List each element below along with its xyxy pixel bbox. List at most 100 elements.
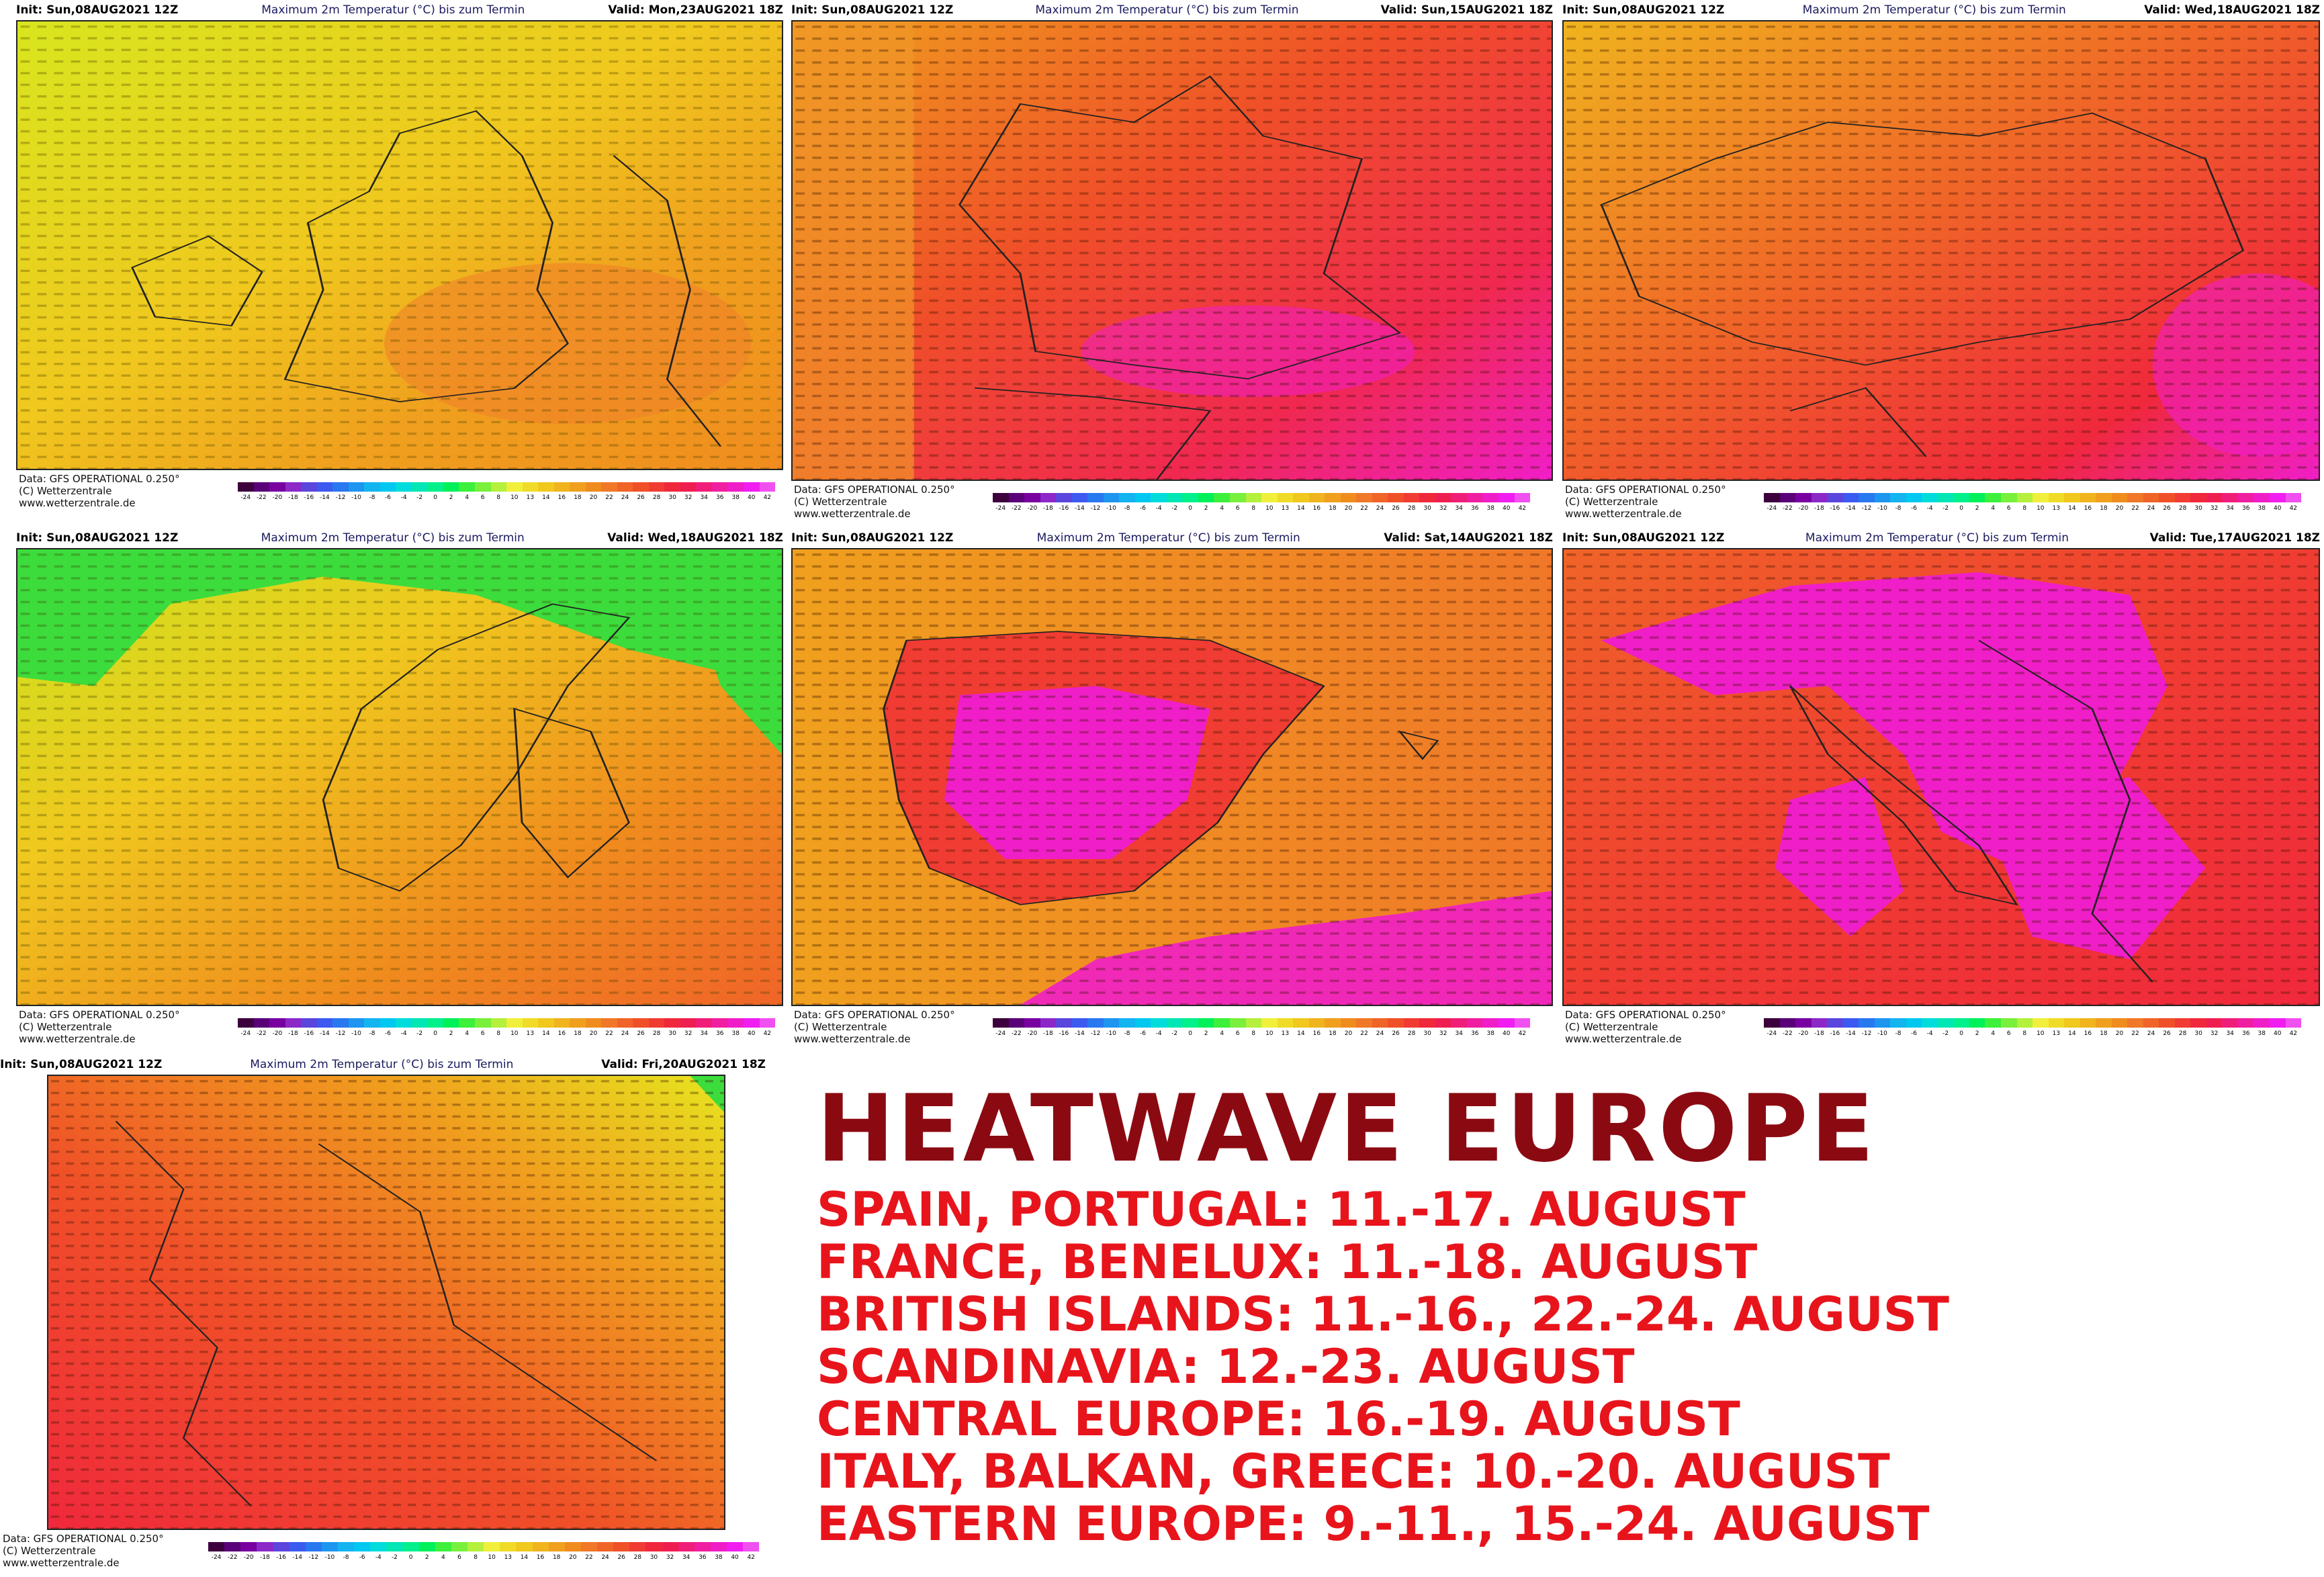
copyright: (C) Wetterzentrale bbox=[794, 1021, 887, 1033]
colorbar-tick-label: 32 bbox=[666, 1554, 674, 1561]
colorbar-tick-label: 36 bbox=[715, 494, 724, 501]
colorbar-tick-label: 14 bbox=[542, 494, 550, 501]
colorbar-tick-label: 4 bbox=[441, 1554, 445, 1561]
colorbar-swatch bbox=[1103, 1018, 1120, 1028]
colorbar-tick-label: -16 bbox=[304, 494, 314, 501]
data-source: Data: GFS OPERATIONAL 0.250° bbox=[794, 484, 955, 496]
colorbar-swatch bbox=[597, 1542, 614, 1551]
colorbar-swatch bbox=[2237, 493, 2254, 502]
colorbar-swatch bbox=[1937, 493, 1954, 502]
colorbar-tick-label: -16 bbox=[1830, 1030, 1840, 1037]
colorbar-swatch bbox=[538, 1018, 554, 1028]
colorbar-swatch bbox=[1922, 1018, 1938, 1028]
colorbar-swatch bbox=[2032, 1018, 2049, 1028]
colorbar-tick-label: 32 bbox=[2210, 1030, 2219, 1037]
colorbar-swatch bbox=[1466, 493, 1483, 502]
colorbar-tick-label: 16 bbox=[2084, 505, 2092, 512]
colorbar-swatch bbox=[1764, 1018, 1780, 1028]
colorbar-tick-label: 38 bbox=[1486, 505, 1494, 512]
colorbar-tick-label: 40 bbox=[2274, 505, 2282, 512]
colorbar-tick-label: 22 bbox=[2131, 505, 2139, 512]
colorbar-tick-label: 34 bbox=[700, 1030, 708, 1037]
colorbar-tick-label: 6 bbox=[2006, 505, 2011, 512]
colorbar-tick-label: -14 bbox=[320, 494, 330, 501]
colorbar bbox=[1764, 1018, 2302, 1028]
colorbar-tick-label: -4 bbox=[1155, 505, 1162, 512]
map-title: Maximum 2m Temperatur (°C) bis zum Termi… bbox=[1035, 3, 1299, 17]
colorbar-tick-label: 18 bbox=[552, 1554, 561, 1561]
copyright: (C) Wetterzentrale bbox=[1565, 496, 1658, 508]
colorbar-tick-label: -4 bbox=[375, 1554, 382, 1561]
colorbar-swatch bbox=[1245, 1018, 1262, 1028]
panel-footer: Data: GFS OPERATIONAL 0.250° (C) Wetterz… bbox=[16, 1006, 783, 1053]
colorbar-swatch bbox=[2127, 1018, 2143, 1028]
colorbar-swatch bbox=[269, 482, 285, 492]
colorbar-swatch bbox=[2032, 493, 2049, 502]
colorbar-swatch bbox=[1419, 493, 1435, 502]
colorbar-tick-label: 38 bbox=[731, 494, 740, 501]
colorbar-swatch bbox=[1277, 1018, 1294, 1028]
init-label: Init: Sun,08AUG2021 12Z bbox=[791, 3, 954, 17]
colorbar-swatch bbox=[617, 482, 633, 492]
colorbar-swatch bbox=[386, 1542, 403, 1551]
colorbar-tick-label: 26 bbox=[1392, 1030, 1400, 1037]
colorbar-swatch bbox=[364, 482, 380, 492]
colorbar-tick-label: 20 bbox=[1344, 1030, 1353, 1037]
colorbar-tick-label: -4 bbox=[1926, 505, 1933, 512]
colorbar-swatch bbox=[1388, 1018, 1404, 1028]
colorbar-tick-label: 26 bbox=[617, 1554, 625, 1561]
colorbar-swatch bbox=[1811, 493, 1828, 502]
colorbar-swatch bbox=[1134, 493, 1151, 502]
colorbar-swatch bbox=[490, 482, 507, 492]
colorbar-tick-label: 24 bbox=[621, 494, 629, 501]
temperature-map bbox=[791, 20, 1553, 481]
colorbar-swatch bbox=[2159, 493, 2175, 502]
map-image bbox=[1564, 21, 2319, 480]
colorbar-swatch bbox=[1827, 1018, 1843, 1028]
colorbar-swatch bbox=[1214, 1018, 1230, 1028]
website: www.wetterzentrale.de bbox=[794, 1033, 911, 1045]
colorbar-swatch bbox=[305, 1542, 322, 1551]
map-panel-scandinavia: Init: Sun,08AUG2021 12Z Maximum 2m Tempe… bbox=[16, 528, 783, 1053]
region-dates-spain-portugal: SPAIN, PORTUGAL: 11.-17. AUGUST bbox=[817, 1182, 1746, 1237]
map-image bbox=[17, 21, 782, 469]
colorbar-tick-label: -6 bbox=[385, 1030, 392, 1037]
colorbar-tick-label: -22 bbox=[256, 1030, 267, 1037]
colorbar-tick-label: 38 bbox=[1486, 1030, 1494, 1037]
website: www.wetterzentrale.de bbox=[794, 508, 911, 520]
copyright: (C) Wetterzentrale bbox=[794, 496, 887, 508]
colorbar-tick-label: -10 bbox=[1877, 505, 1887, 512]
colorbar-swatch bbox=[2143, 1018, 2159, 1028]
colorbar-tick-label: 13 bbox=[2052, 505, 2061, 512]
colorbar-swatch bbox=[633, 1018, 649, 1028]
temperature-map bbox=[47, 1075, 725, 1530]
colorbar-swatch bbox=[500, 1542, 517, 1551]
colorbar-tick-label: 4 bbox=[1220, 505, 1224, 512]
colorbar-swatch bbox=[332, 1018, 349, 1028]
colorbar-swatch bbox=[1340, 493, 1357, 502]
colorbar-tick-label: 4 bbox=[1991, 1030, 1996, 1037]
colorbar-swatch bbox=[1024, 493, 1040, 502]
colorbar-tick-label: 16 bbox=[557, 1030, 566, 1037]
copyright: (C) Wetterzentrale bbox=[3, 1545, 96, 1557]
colorbar-swatch bbox=[1874, 493, 1891, 502]
colorbar-swatch bbox=[240, 1542, 257, 1551]
init-label: Init: Sun,08AUG2021 12Z bbox=[16, 531, 179, 545]
colorbar-tick-label: 6 bbox=[480, 1030, 485, 1037]
colorbar-swatch bbox=[1166, 1018, 1183, 1028]
panel-footer: Data: GFS OPERATIONAL 0.250° (C) Wetterz… bbox=[1562, 481, 2320, 528]
colorbar-swatch bbox=[1182, 1018, 1198, 1028]
colorbar-tick-label: 36 bbox=[715, 1030, 724, 1037]
colorbar-swatch bbox=[617, 1018, 633, 1028]
colorbar-swatch bbox=[2206, 1018, 2223, 1028]
panel-header: Init: Sun,08AUG2021 12Z Maximum 2m Tempe… bbox=[791, 0, 1553, 20]
colorbar-tick-label: -16 bbox=[276, 1554, 286, 1561]
panel-footer: Data: GFS OPERATIONAL 0.250° (C) Wetterz… bbox=[16, 470, 783, 517]
colorbar-swatch bbox=[1151, 493, 1167, 502]
colorbar-ticks: -24 -22 -20 -18 -16 -14 -12 -10 -8 -6 -4 -2 0 2 4 6 8 10 1… bbox=[238, 1030, 775, 1040]
colorbar-tick-label: -22 bbox=[256, 494, 267, 501]
colorbar-tick-label: 13 bbox=[2052, 1030, 2061, 1037]
colorbar-tick-label: 24 bbox=[621, 1030, 629, 1037]
init-label: Init: Sun,08AUG2021 12Z bbox=[0, 1058, 163, 1071]
colorbar-swatch bbox=[289, 1542, 306, 1551]
